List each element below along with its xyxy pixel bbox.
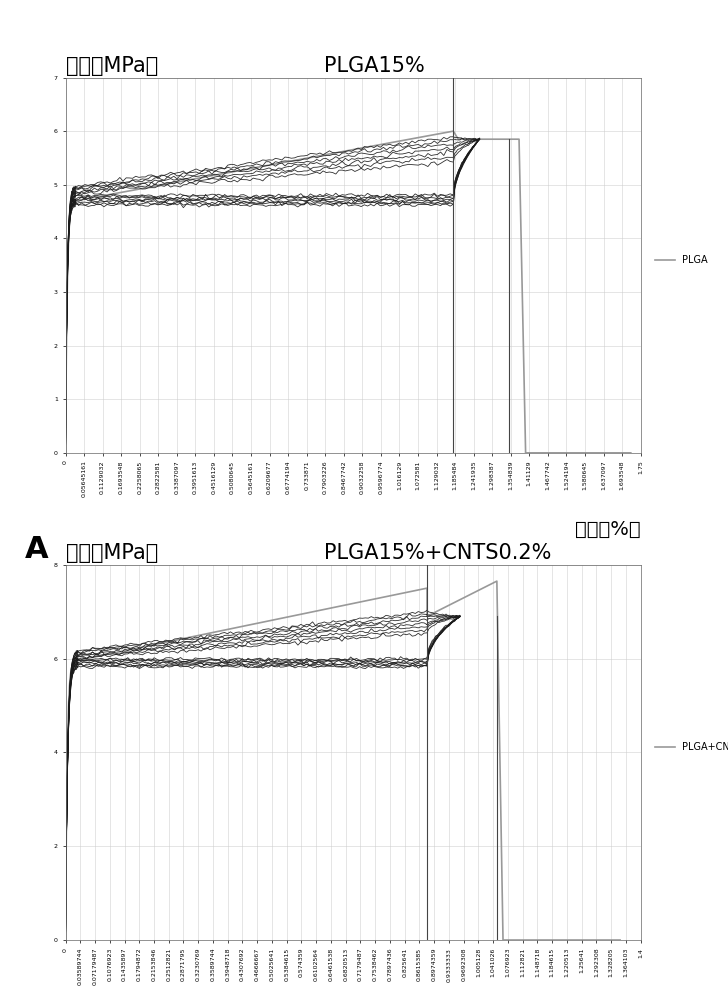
PLGA <box>496 133 505 145</box>
Line: PLGA: PLGA <box>66 131 630 453</box>
PLGA <box>515 133 523 145</box>
Text: PLGA15%: PLGA15% <box>325 56 425 76</box>
Line: PLGA+CNTS0. 2%: PLGA+CNTS0. 2% <box>66 581 620 940</box>
PLGA+CNTS0. 2% <box>437 603 446 615</box>
PLGA <box>61 447 70 459</box>
PLGA <box>449 125 458 137</box>
PLGA+CNTS0. 2% <box>311 605 320 617</box>
Text: 应变（%）: 应变（%） <box>575 520 641 539</box>
Text: 应力（MPa）: 应力（MPa） <box>66 56 158 76</box>
PLGA+CNTS0. 2% <box>245 619 254 631</box>
PLGA <box>64 235 73 247</box>
PLGA+CNTS0. 2% <box>493 575 502 587</box>
PLGA <box>626 447 635 459</box>
PLGA <box>63 268 72 280</box>
PLGA+CNTS0. 2% <box>264 615 272 627</box>
PLGA <box>71 196 79 208</box>
PLGA+CNTS0. 2% <box>104 648 113 660</box>
PLGA+CNTS0. 2% <box>616 934 625 946</box>
PLGA <box>112 187 121 199</box>
PLGA+CNTS0. 2% <box>61 934 70 946</box>
PLGA+CNTS0. 2% <box>497 854 506 866</box>
Text: 应力（MPa）: 应力（MPa） <box>66 543 158 563</box>
PLGA <box>521 447 530 459</box>
Text: A: A <box>25 535 49 564</box>
Text: PLGA15%+CNTS0.2%: PLGA15%+CNTS0.2% <box>325 543 552 563</box>
Legend: PLGA+CNTS0. 2%: PLGA+CNTS0. 2% <box>652 738 728 756</box>
Legend: PLGA: PLGA <box>652 251 712 269</box>
